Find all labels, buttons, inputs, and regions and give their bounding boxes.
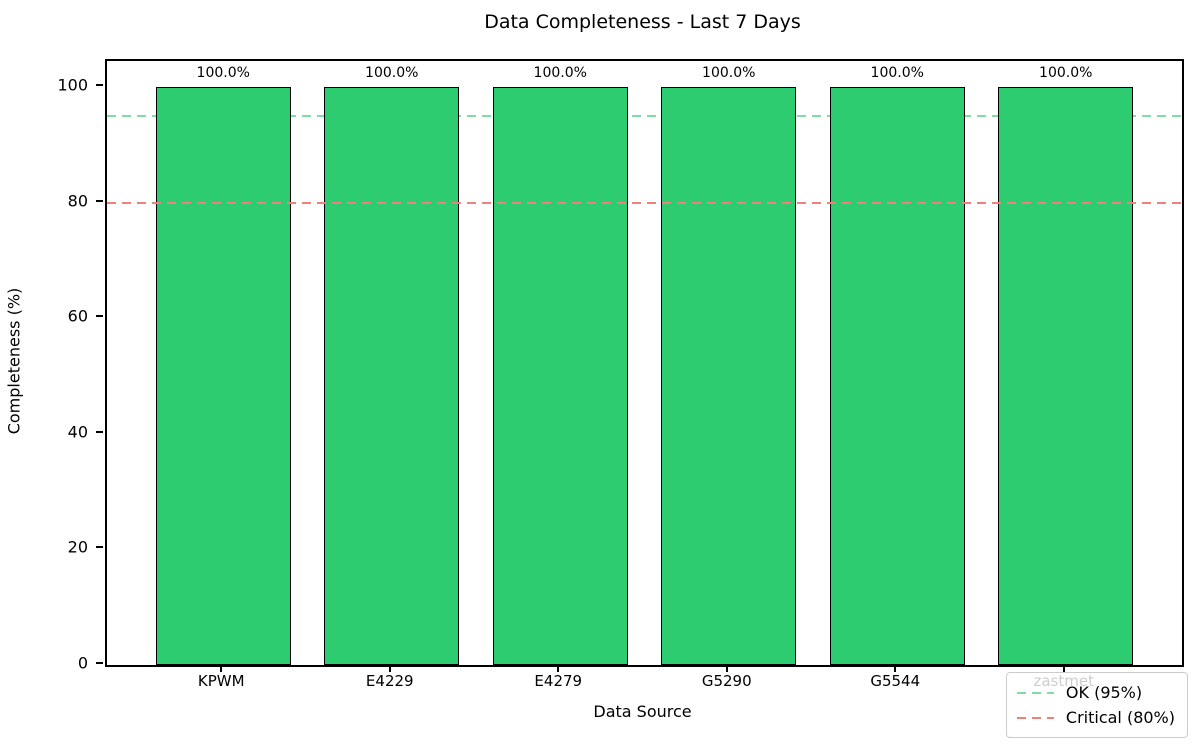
reference-line-ok [107,114,1182,117]
x-tick-mark [388,665,391,672]
reference-line-critical [107,201,1182,204]
legend-row-critical: Critical (80%) [1016,705,1175,730]
bar-KPWM [155,87,291,665]
y-tick-label: 60 [67,306,88,326]
x-tick-mark [557,665,560,672]
legend-label: OK (95%) [1065,683,1143,702]
y-tick-mark [96,199,103,202]
y-tick-mark [96,430,103,433]
x-tick-label-G5544: G5544 [870,672,921,690]
y-tick-label: 20 [67,537,88,557]
bar-value-label: 100.0% [1039,65,1093,81]
x-tick-label-E4229: E4229 [365,672,414,690]
y-tick-mark [96,84,103,86]
y-tick-mark [96,546,103,549]
x-tick-label-KPWM: KPWM [197,672,245,690]
x-tick-label-E4279: E4279 [534,672,583,690]
y-tick-mark [96,662,103,664]
bar-value-label: 100.0% [870,65,924,81]
bar-value-label: 100.0% [533,65,587,81]
bar-G5290 [661,87,797,665]
chart-title: Data Completeness - Last 7 Days [484,11,801,33]
bar-E4229 [324,87,460,665]
x-tick-mark [1062,665,1065,672]
x-axis-title: Data Source [593,702,692,721]
y-tick-label: 0 [77,653,88,673]
bar-value-label: 100.0% [702,65,756,81]
y-axis-title: Completeness (%) [4,287,24,435]
legend: OK (95%) Critical (80%) [1005,672,1188,738]
bar-zastmet [998,87,1134,665]
bar-value-label: 100.0% [365,65,419,81]
x-tick-mark [894,665,897,672]
y-tick-label: 80 [67,191,88,211]
x-tick-mark [725,665,728,672]
legend-dashed-line-icon [1016,691,1054,694]
legend-dashed-line-icon [1016,716,1054,719]
bar-G5544 [829,87,965,665]
plot-area: 100.0% 100.0% 100.0% 100.0% 100.0% 100.0% [105,59,1184,667]
bar-E4279 [492,87,628,665]
y-tick-mark [96,315,103,318]
x-tick-label-G5290: G5290 [701,672,752,690]
legend-label: Critical (80%) [1065,708,1175,727]
legend-row-ok: OK (95%) [1016,680,1175,705]
x-tick-mark [220,665,223,672]
y-tick-label: 100 [57,75,88,95]
bar-value-label: 100.0% [196,65,250,81]
y-tick-label: 40 [67,422,88,442]
